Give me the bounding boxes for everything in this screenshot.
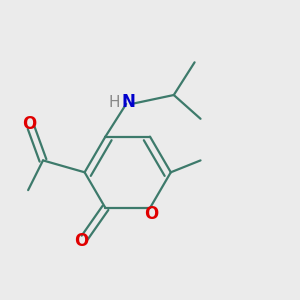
Text: O: O — [22, 115, 37, 133]
Text: H: H — [109, 95, 120, 110]
Text: N: N — [122, 93, 136, 111]
Text: O: O — [74, 232, 89, 250]
Text: O: O — [144, 206, 159, 224]
